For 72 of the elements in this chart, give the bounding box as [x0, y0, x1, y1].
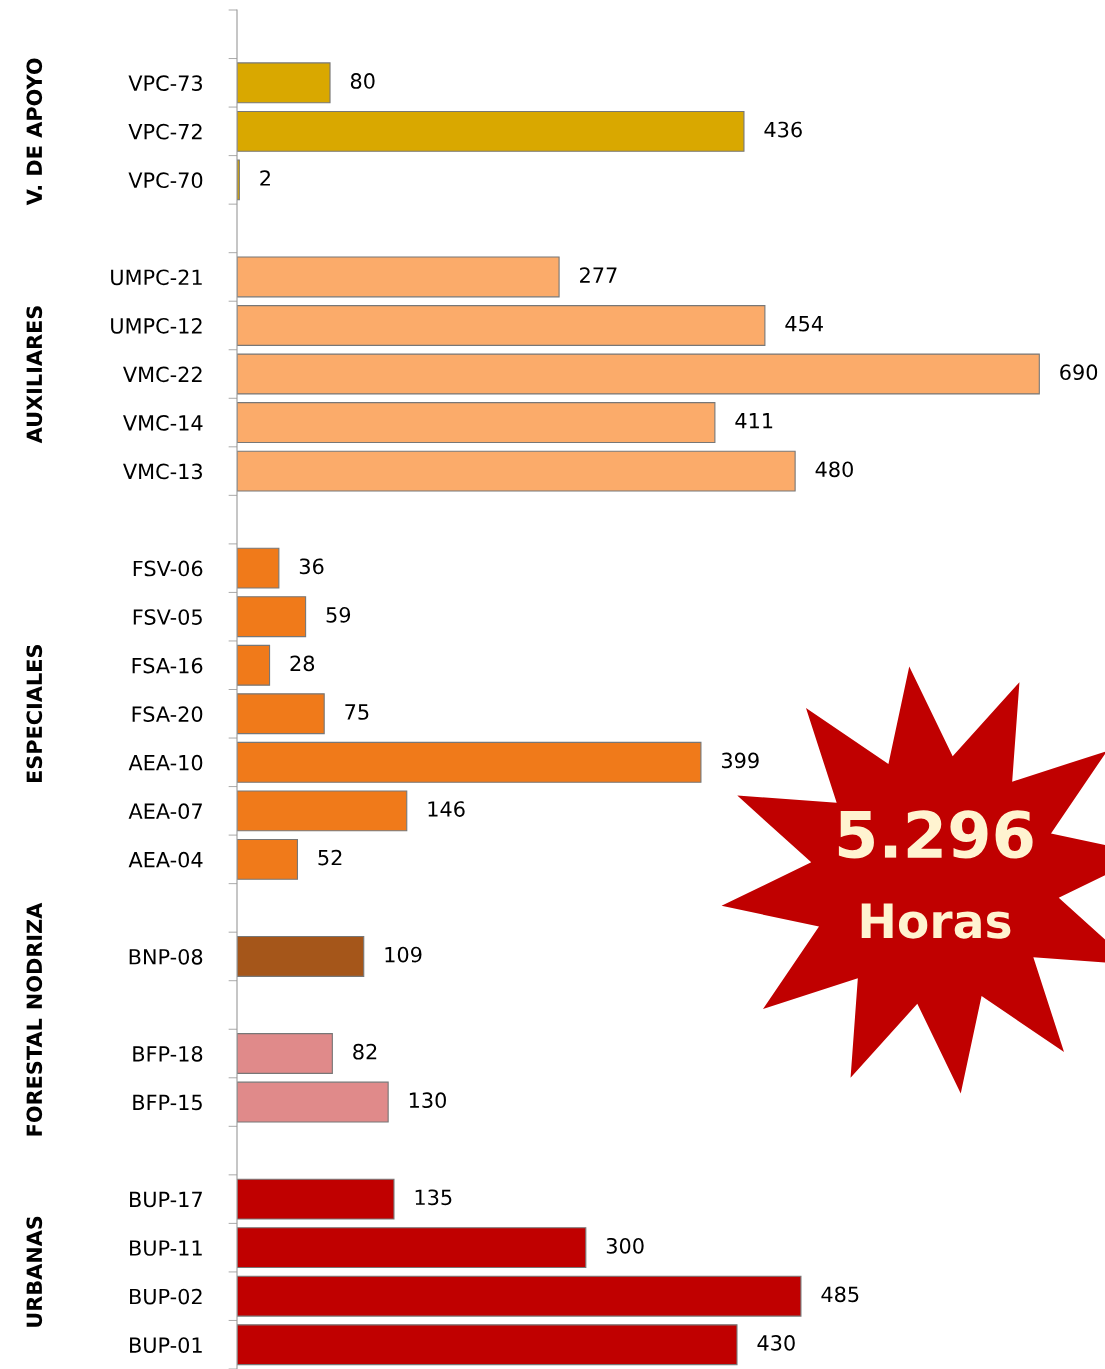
- data-label: 82: [353, 1043, 377, 1060]
- y-tick-label: AEA-07: [128, 803, 202, 820]
- text: NODRIZA: [26, 902, 43, 1009]
- data-label: 690: [1060, 364, 1098, 381]
- data-label: 399: [721, 752, 759, 769]
- data-label: 300: [606, 1237, 644, 1254]
- data-label: 135: [415, 1189, 452, 1206]
- y-tick-label: FSA-16: [132, 657, 203, 674]
- bar: [237, 1275, 802, 1317]
- y-tick-label: BUP-11: [130, 1240, 202, 1256]
- y-tick-label: VPC-73: [128, 75, 202, 92]
- bar: [237, 353, 1040, 395]
- bar: [237, 1324, 738, 1366]
- y-tick-label: FSA-20: [132, 706, 203, 722]
- data-label: 146: [428, 801, 465, 817]
- bar: [237, 305, 766, 346]
- y-tick-label: FSV-06: [133, 560, 203, 577]
- data-label: 52: [318, 849, 342, 866]
- data-label: 109: [385, 946, 422, 963]
- bar: [237, 1178, 395, 1220]
- bar: [237, 62, 331, 104]
- y-tick-label: AEA-04: [128, 851, 203, 868]
- bar: [237, 741, 702, 783]
- data-label: 277: [580, 267, 617, 283]
- data-label: 430: [757, 1335, 795, 1351]
- y-tick-label: VMC-22: [123, 366, 202, 383]
- data-label: 59: [326, 606, 351, 623]
- text: FORESTAL: [26, 1018, 43, 1136]
- data-label: 411: [735, 413, 773, 429]
- y-tick-label: BFP-18: [133, 1045, 203, 1062]
- data-label: 28: [290, 655, 315, 672]
- annotation: 5.296 Horas: [838, 810, 1033, 939]
- text: URBANAS: [26, 1216, 43, 1327]
- y-tick-label: UMPC-21: [111, 269, 202, 286]
- data-label: 80: [350, 73, 375, 89]
- y-tick-label: VMC-13: [123, 463, 202, 480]
- y-tick-label: VMC-14: [123, 415, 203, 431]
- y-tick-label: BUP-17: [130, 1191, 202, 1208]
- y-tick-label: BUP-01: [130, 1337, 202, 1353]
- bar: [237, 450, 796, 492]
- bar: [237, 1227, 587, 1269]
- bar: [237, 790, 408, 832]
- bar: [237, 547, 280, 589]
- data-label: 480: [815, 461, 853, 478]
- text: AUXILIARES: [26, 306, 43, 444]
- bar: [237, 1033, 333, 1074]
- bar: [237, 402, 716, 444]
- data-label: 130: [409, 1092, 446, 1109]
- y-tick-label: UMPC-12: [111, 317, 202, 334]
- text: ESPECIALES: [26, 645, 43, 783]
- bar: [237, 935, 365, 977]
- y-tick-label: BUP-02: [130, 1288, 202, 1305]
- text: V. DE APOYO: [26, 58, 43, 206]
- bar: [237, 596, 307, 638]
- y-tick-label: BNP-08: [129, 948, 203, 965]
- y-tick-label: FSV-05: [133, 609, 202, 625]
- data-label: 454: [785, 316, 823, 332]
- y-tick-label: AEA-10: [128, 754, 203, 771]
- bar: [237, 1081, 389, 1123]
- data-label: 436: [764, 121, 802, 138]
- data-label: 36: [299, 558, 324, 575]
- y-tick-label: VPC-72: [128, 123, 202, 140]
- data-label: 485: [821, 1286, 859, 1303]
- bar: [237, 693, 325, 735]
- data-label: 75: [345, 704, 369, 720]
- data-label: 2: [260, 170, 270, 186]
- bar: [237, 838, 299, 880]
- bar: [237, 644, 271, 686]
- bar: [237, 110, 745, 152]
- y-tick-label: VPC-70: [128, 172, 203, 189]
- bar: [237, 256, 560, 298]
- y-tick-label: BFP-15: [133, 1094, 202, 1111]
